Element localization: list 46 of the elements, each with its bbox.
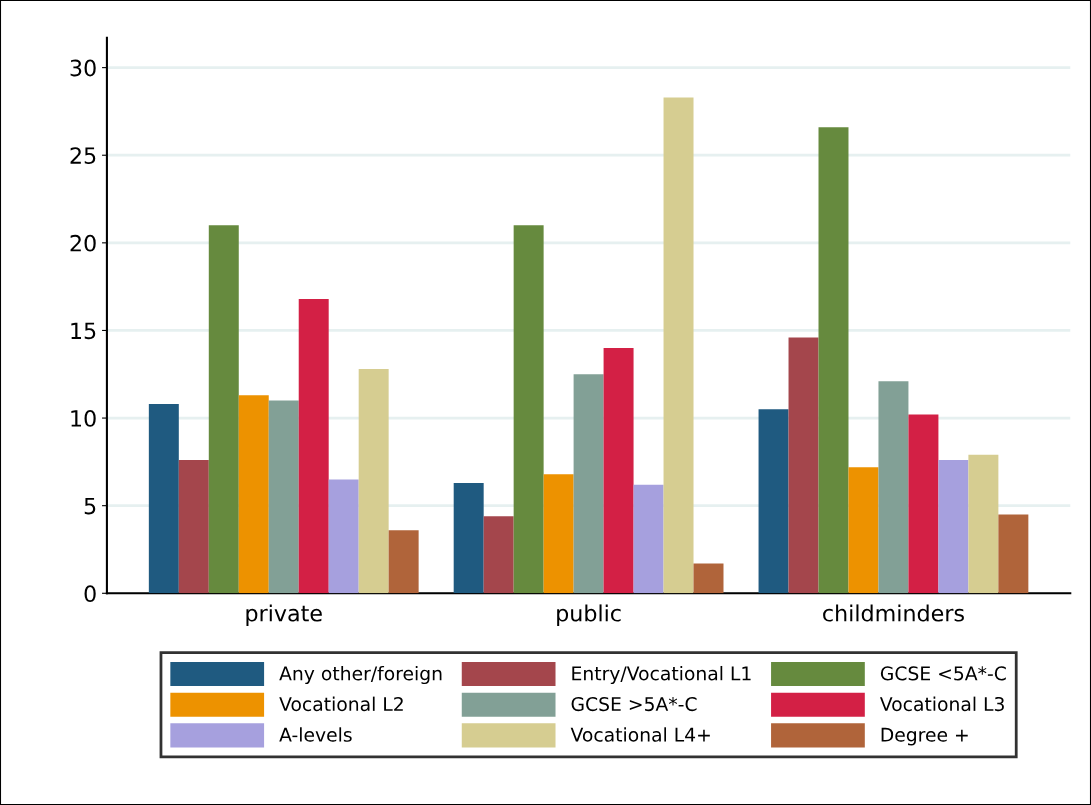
bar [818, 127, 849, 594]
bar [268, 400, 299, 594]
bar [208, 225, 239, 594]
legend-label: Vocational L2 [279, 696, 403, 712]
bar [238, 395, 269, 594]
bar [693, 563, 724, 594]
bar [513, 225, 544, 594]
bar [388, 530, 419, 594]
bar [483, 516, 514, 594]
y-tick-label: 30 [70, 59, 96, 77]
bar [298, 298, 329, 594]
bar [543, 474, 574, 594]
bar [453, 482, 484, 594]
bar [878, 381, 909, 594]
bar [938, 460, 969, 594]
y-tick-label: 0 [84, 585, 96, 603]
bar [148, 404, 179, 594]
bar [663, 97, 694, 594]
bar [358, 369, 389, 594]
legend-label: A-levels [279, 727, 352, 742]
legend-label: Vocational L3 [879, 696, 1004, 712]
x-tick-label: public [557, 604, 621, 626]
legend-label: GCSE <5A*-C [880, 666, 1006, 681]
bar [848, 467, 879, 594]
bar [998, 514, 1029, 594]
bar [178, 460, 209, 594]
legend-label: Entry/Vocational L1 [572, 665, 751, 685]
legend-label: Any other/foreign [279, 665, 442, 685]
y-tick-label: 25 [70, 147, 96, 164]
bar [908, 414, 939, 594]
y-tick-label: 20 [70, 234, 96, 252]
bar [603, 347, 634, 594]
bar [788, 337, 819, 594]
bar [328, 479, 359, 594]
y-tick-label: 15 [71, 322, 96, 340]
x-tick-label: private [246, 604, 322, 626]
bar [758, 409, 789, 594]
y-tick-label: 10 [71, 410, 96, 427]
x-tick-label: childminders [823, 604, 964, 622]
bar [968, 454, 999, 594]
bar [633, 484, 664, 594]
legend-label: GCSE >5A*-C [571, 696, 697, 712]
legend-label: Vocational L4+ [570, 727, 710, 742]
bar [573, 374, 604, 594]
y-tick-label: 5 [84, 497, 96, 515]
legend-label: Degree + [881, 727, 968, 746]
